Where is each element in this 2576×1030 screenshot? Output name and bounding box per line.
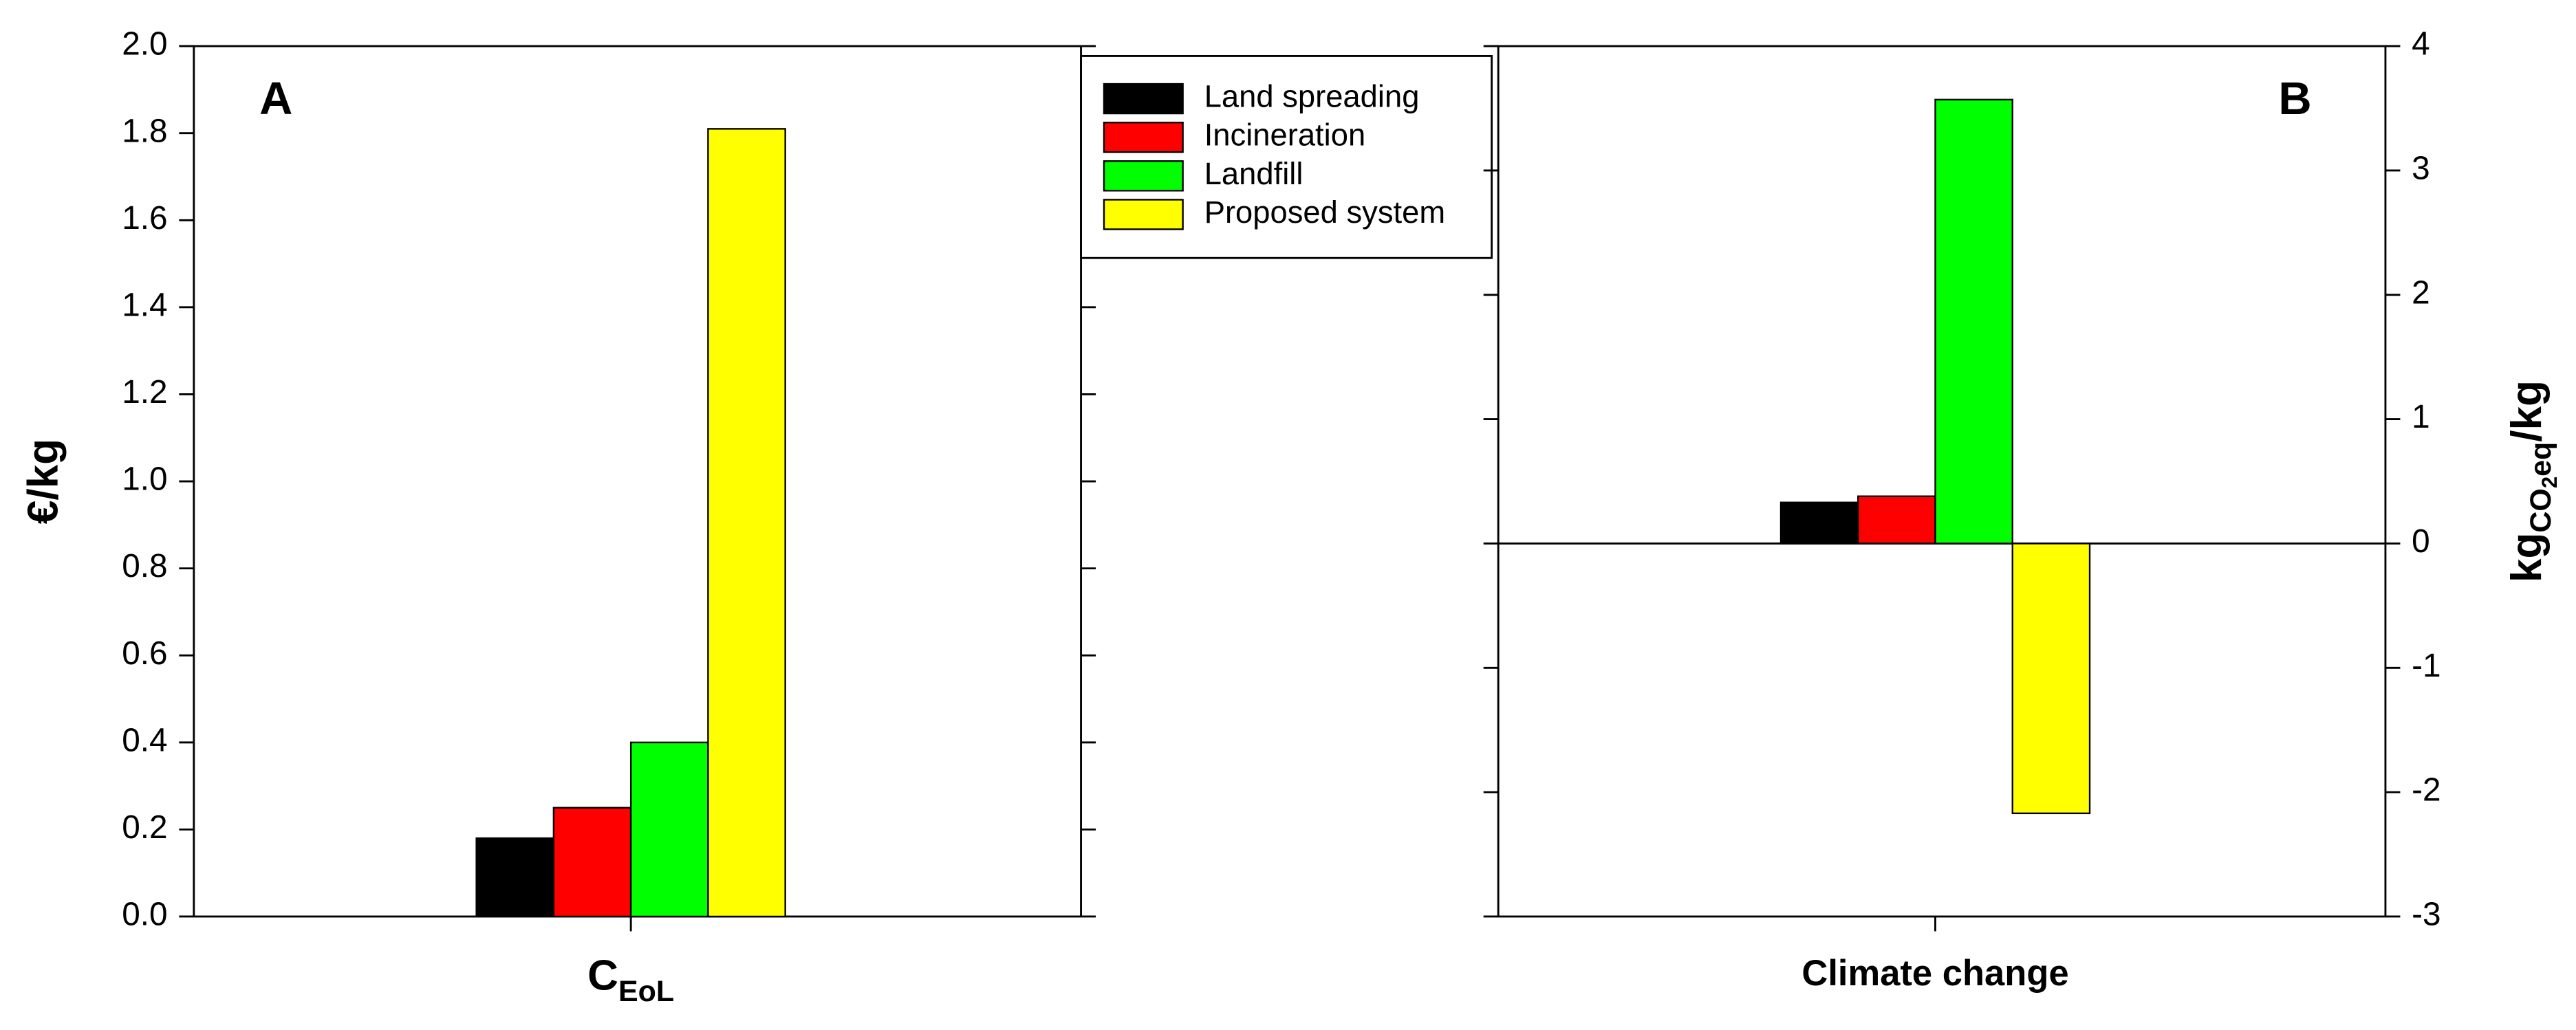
y-tick-label: 2.0	[122, 26, 167, 63]
panel-label: B	[2278, 73, 2311, 124]
x-category-label: Climate change	[1801, 953, 2068, 994]
y-tick-label: 1.4	[122, 287, 167, 323]
bar	[1779, 501, 1859, 545]
bar	[2011, 543, 2091, 815]
y-tick-label: 0.4	[122, 722, 167, 758]
bar	[1934, 98, 2013, 545]
y-tick-label: 1.2	[122, 374, 167, 410]
y-tick-label: 1	[2412, 399, 2430, 435]
bar	[707, 128, 786, 918]
legend-label: Incineration	[1204, 118, 1366, 153]
legend-swatch	[1103, 121, 1184, 153]
bar	[1857, 495, 1936, 545]
y-tick-label: 0.2	[122, 809, 167, 846]
legend-label: Land spreading	[1204, 79, 1420, 114]
bar	[475, 837, 555, 918]
y-tick-label: 1.6	[122, 200, 167, 237]
y2-title-part: 2	[2537, 476, 2562, 488]
legend-label: Landfill	[1204, 156, 1303, 191]
y-tick-label: 0.6	[122, 635, 167, 672]
legend-swatch	[1103, 83, 1184, 115]
category-main: C	[587, 952, 618, 1000]
y-tick-label: 0	[2412, 523, 2430, 560]
y-tick-label: 0.8	[122, 548, 167, 584]
y-axis-title: €/kg	[19, 439, 67, 524]
y-tick-label: 1.8	[122, 113, 167, 149]
legend-swatch	[1103, 160, 1184, 192]
y-tick-label: 3	[2412, 151, 2430, 187]
y2-title-part: kg	[2504, 533, 2551, 582]
panel-label: A	[259, 73, 292, 124]
bar	[552, 807, 632, 918]
y-tick-label: 0.0	[122, 897, 167, 933]
y2-axis-title: kgCO2eq/kg	[2504, 380, 2562, 582]
y2-title-part: /kg	[2504, 380, 2551, 442]
plot-frame	[1497, 45, 2387, 918]
y-tick-label: -2	[2412, 772, 2440, 809]
legend-swatch	[1103, 199, 1184, 230]
bar	[629, 741, 709, 918]
y-tick-label: 2	[2412, 274, 2430, 311]
y2-title-part: CO	[2525, 488, 2558, 532]
x-category-label: CEoL	[587, 952, 674, 1008]
y-tick-label: 4	[2412, 26, 2430, 63]
y2-title-part: eq	[2525, 442, 2558, 476]
category-sub: EoL	[618, 976, 674, 1009]
y-tick-label: 1.0	[122, 461, 167, 498]
y-tick-label: -1	[2412, 648, 2440, 684]
legend-label: Proposed system	[1204, 195, 1445, 230]
y-tick-label: -3	[2412, 897, 2440, 933]
